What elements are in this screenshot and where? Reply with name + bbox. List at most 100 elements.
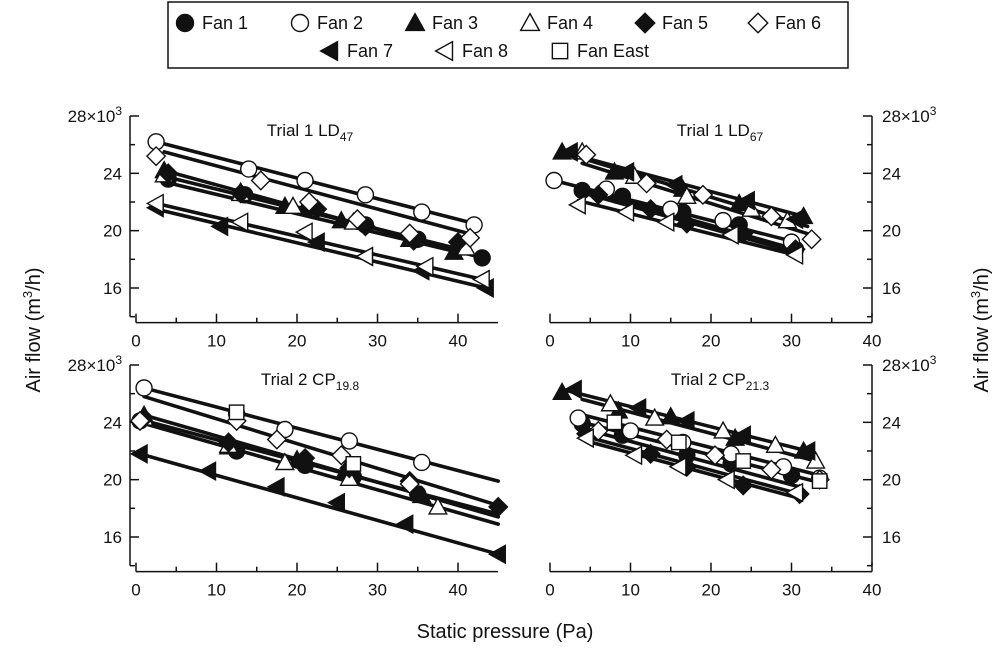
x-tick-label: 20 [702,332,721,351]
data-point-fan-2 [356,186,375,204]
fit-line [162,150,476,237]
panel-trial1-ld47: 16 20 24 28×103 0 10 20 30 40 Trial 1 LD47 [68,104,498,351]
data-point-fan-6 [145,145,167,167]
data-point-fan-8 [656,212,675,233]
y-axis-title-left-main: Air flow (m [23,298,45,392]
data-point-fan-5 [158,163,179,184]
data-point-fan-4 [765,435,786,454]
data-point-fan-5 [676,213,698,234]
x-tick-label: 10 [207,332,226,351]
series-fan-east [228,404,362,472]
x-tick-label: 0 [131,581,140,600]
x-tick-label: 20 [288,332,307,351]
data-point-fan-2 [135,379,153,397]
y-tick-label: 24 [103,164,122,183]
data-point-fan-east [606,414,623,431]
legend-label-fan-1: Fan 1 [202,13,248,33]
data-point-fan-4 [713,420,734,439]
panel-trial1-ld67: 16 20 24 28×103 0 10 20 30 40 Trial 1 LD67 [545,104,936,351]
y-tick-label: 20 [103,222,122,241]
x-tick-label: 40 [449,581,468,600]
panel-title: Trial 1 LD67 [677,121,764,144]
y-axis-title-right: Air flow (m3/h) [968,267,993,392]
data-point-fan-2 [239,160,258,178]
x-tick-label: 30 [782,581,801,600]
data-point-fan-6 [347,209,368,230]
data-point-fan-6 [704,445,726,466]
x-tick-label: 0 [545,332,554,351]
y-tick-label: 16 [103,279,122,298]
data-point-fan-7 [732,425,751,446]
data-point-fan-4 [282,196,303,215]
data-point-fan-7 [129,443,148,464]
data-point-fan-5 [218,432,239,453]
data-point-fan-7 [210,216,229,237]
data-point-fan-8 [415,256,434,277]
legend-label-fan-east: Fan East [577,41,649,61]
y-tick-label: 16 [882,528,901,547]
legend-marker-fan-4 [519,12,541,32]
data-point-fan-7 [266,476,285,497]
legend-marker-fan-east [551,42,569,60]
data-point-fan-3 [331,210,352,229]
data-point-fan-3 [411,485,432,504]
y-tick-label: 28×103 [882,104,937,126]
legend-item-fan-8: Fan 8 [434,40,508,62]
data-point-fan-1 [613,187,632,205]
legend-frame [167,1,849,69]
data-point-fan-5 [640,443,661,465]
data-point-fan-8 [785,245,804,266]
legend-item-fan-4: Fan 4 [519,12,593,33]
x-tick-label: 30 [368,332,387,351]
data-point-fan-7 [198,461,217,482]
data-point-fan-6 [576,144,597,165]
data-point-fan-8 [575,428,594,449]
data-point-fan-2 [569,409,587,427]
data-point-fan-4 [805,450,826,469]
x-tick-label: 40 [863,581,882,600]
y-axis-title-right-main: Air flow (m [971,298,993,392]
legend-item-fan-east: Fan East [551,41,649,61]
legend-label-fan-4: Fan 4 [547,13,593,33]
x-tick-label: 30 [782,332,801,351]
data-point-fan-east [811,473,828,489]
data-point-fan-2 [413,453,431,472]
panel-trial2-cp198: 16 20 24 28×103 0 10 20 30 40 Trial 2 CP19.8 [68,353,509,600]
data-point-fan-8 [624,445,643,466]
x-tick-label: 0 [545,581,554,600]
data-point-fan-8 [785,482,804,503]
y-tick-label: 20 [882,222,901,241]
data-point-fan-4 [274,452,295,471]
legend-marker-fan-5 [634,12,656,34]
data-point-fan-7 [306,232,325,253]
data-point-fan-6 [399,473,420,495]
data-point-fan-5 [230,183,251,204]
x-tick-label: 10 [621,581,640,600]
series-fan-4 [600,393,826,469]
x-axis-title: Static pressure (Pa) [417,621,594,643]
fit-line [138,452,501,557]
y-tick-label: 20 [882,471,901,490]
data-point-fan-6 [459,227,481,249]
data-point-fan-7 [676,410,695,431]
data-point-fan-4 [644,407,665,426]
legend-label-fan-7: Fan 7 [347,41,393,61]
data-point-fan-5 [294,447,316,469]
legend-marker-fan-8 [434,40,454,62]
y-axis-title-left: Air flow (m3/h) [20,267,45,392]
data-point-fan-7 [395,514,414,535]
legend-marker-fan-7 [319,40,339,62]
legend-items: Fan 1 Fan 2 Fan 3 Fan 4 Fan 5 Fan 6 Fan 7 Fan 8… [175,12,821,62]
data-point-fan-8 [471,269,490,290]
legend-item-fan-3: Fan 3 [404,12,478,33]
data-point-fan-4 [676,186,697,205]
data-point-fan-8 [616,202,635,223]
panel-title: Trial 1 LD47 [267,121,354,144]
legend-marker-fan-1 [175,13,195,33]
data-point-fan-6 [801,229,822,250]
data-point-fan-east [735,453,752,469]
legend-item-fan-6: Fan 6 [747,12,821,34]
data-point-fan-6 [692,184,714,206]
x-tick-label: 30 [368,581,387,600]
fit-lines [138,386,501,557]
